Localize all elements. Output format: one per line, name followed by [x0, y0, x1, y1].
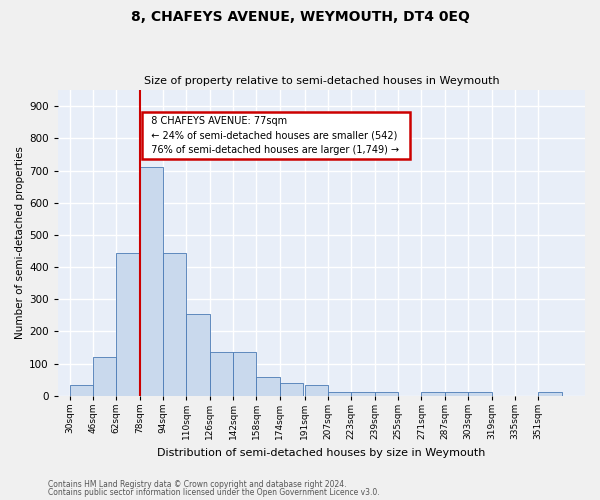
Text: 8 CHAFEYS AVENUE: 77sqm  
  ← 24% of semi-detached houses are smaller (542)  
  : 8 CHAFEYS AVENUE: 77sqm ← 24% of semi-de… — [145, 116, 406, 156]
Bar — [116, 252, 140, 396]
Text: Contains HM Land Registry data © Crown copyright and database right 2024.: Contains HM Land Registry data © Crown c… — [48, 480, 347, 489]
Bar — [209, 352, 233, 396]
Bar — [187, 314, 209, 396]
Text: Contains public sector information licensed under the Open Government Licence v3: Contains public sector information licen… — [48, 488, 380, 497]
Bar — [93, 357, 116, 396]
Bar — [375, 392, 398, 396]
Bar — [256, 376, 280, 396]
Bar — [70, 384, 93, 396]
Bar — [421, 392, 445, 396]
Bar — [352, 392, 375, 396]
Bar — [305, 384, 328, 396]
Bar — [280, 383, 303, 396]
Bar — [538, 392, 562, 396]
Bar — [468, 392, 491, 396]
Bar — [328, 392, 352, 396]
Bar — [445, 392, 468, 396]
Bar — [163, 252, 187, 396]
Title: Size of property relative to semi-detached houses in Weymouth: Size of property relative to semi-detach… — [143, 76, 499, 86]
Bar — [140, 168, 163, 396]
Bar — [233, 352, 256, 396]
X-axis label: Distribution of semi-detached houses by size in Weymouth: Distribution of semi-detached houses by … — [157, 448, 485, 458]
Y-axis label: Number of semi-detached properties: Number of semi-detached properties — [15, 146, 25, 340]
Text: 8, CHAFEYS AVENUE, WEYMOUTH, DT4 0EQ: 8, CHAFEYS AVENUE, WEYMOUTH, DT4 0EQ — [131, 10, 469, 24]
